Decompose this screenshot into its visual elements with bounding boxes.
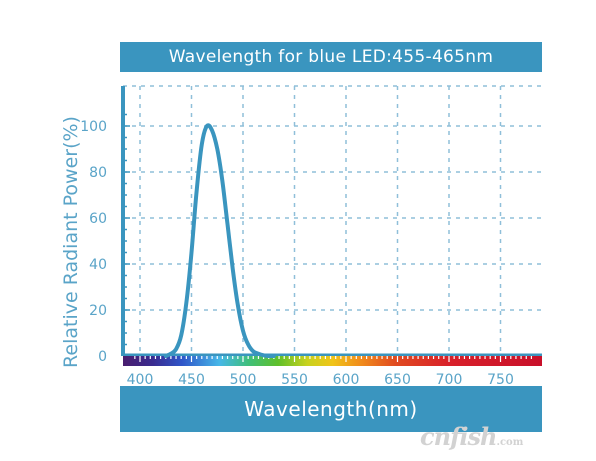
x-tick-label-600: 600 <box>333 372 360 388</box>
series-line-0 <box>163 123 276 359</box>
chart-title: Wavelength for blue LED:455-465nm <box>120 42 542 72</box>
x-tick-label-450: 450 <box>178 372 205 388</box>
watermark-suffix: .com <box>496 437 524 448</box>
y-tick-label-60: 60 <box>89 211 107 227</box>
y-tick-label-80: 80 <box>89 165 107 181</box>
spectrum-bar <box>123 356 542 366</box>
x-tick-label-550: 550 <box>281 372 308 388</box>
y-tick-label-40: 40 <box>89 257 107 273</box>
x-tick-label-650: 650 <box>384 372 411 388</box>
x-tick-label-700: 700 <box>436 372 463 388</box>
x-tick-label-500: 500 <box>230 372 257 388</box>
y-tick-label-100: 100 <box>80 119 107 135</box>
watermark: cnfish.com <box>420 422 523 451</box>
x-axis-label: Wavelength(nm) <box>120 386 542 432</box>
watermark-main: cnfish <box>420 422 497 451</box>
y-axis-label: Relative Radiant Power(%) <box>60 116 82 368</box>
x-tick-label-400: 400 <box>127 372 154 388</box>
x-tick-label-750: 750 <box>487 372 514 388</box>
y-tick-label-0: 0 <box>98 349 107 365</box>
y-tick-label-20: 20 <box>89 303 107 319</box>
